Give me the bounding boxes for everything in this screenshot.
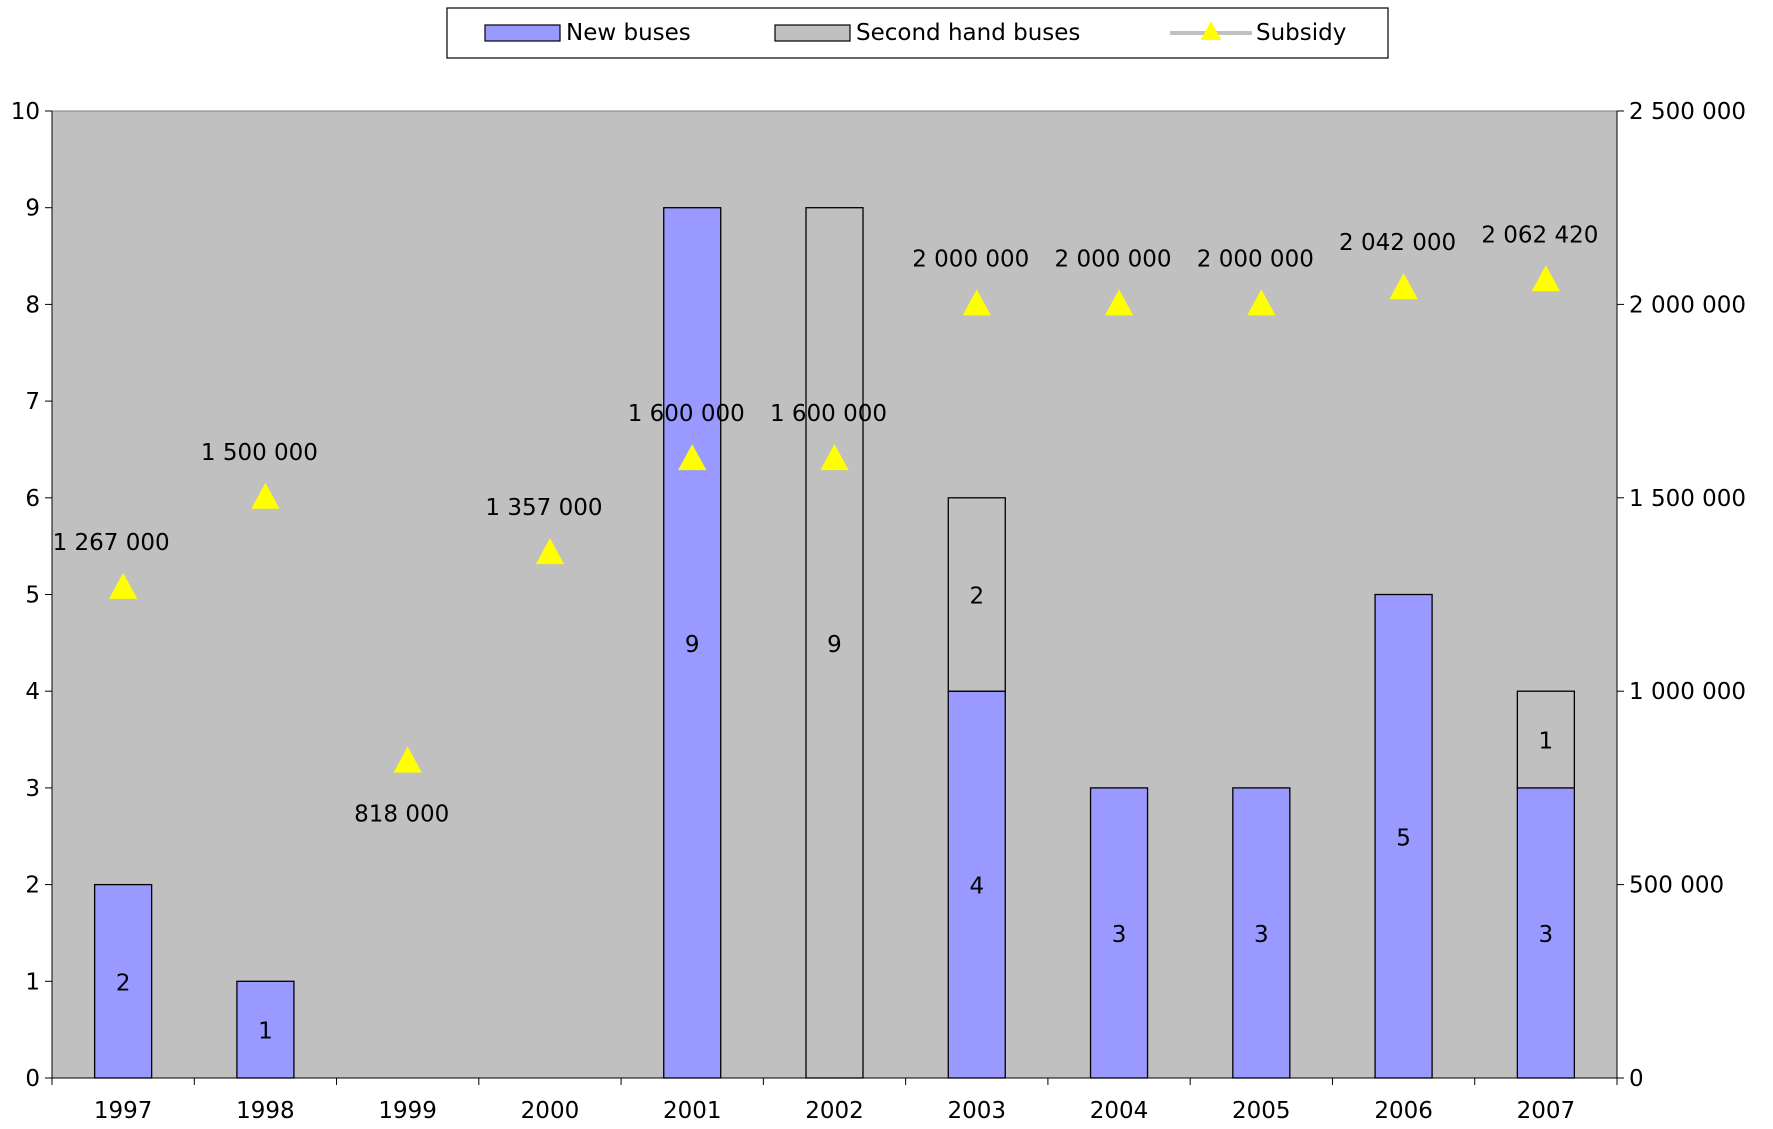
right-axis-tick-label: 1 000 000	[1629, 679, 1746, 705]
bar-second-hand-buses-label: 1	[1539, 729, 1554, 755]
bar-new-buses-label: 3	[1112, 922, 1127, 948]
right-axis-tick-label: 2 000 000	[1629, 292, 1746, 318]
bar-second-hand-buses-label: 2	[969, 584, 984, 610]
subsidy-marker	[1104, 289, 1134, 316]
bar-new-buses	[1089, 787, 1149, 1079]
bar-new-buses	[1374, 593, 1433, 1079]
x-axis-tick-label: 2000	[521, 1098, 580, 1124]
subsidy-label: 818 000	[354, 802, 449, 828]
subsidy-marker	[678, 444, 707, 471]
x-axis-tick-label: 1998	[236, 1098, 295, 1124]
x-axis-tick-label: 2005	[1232, 1098, 1291, 1124]
x-axis-tick-label: 1997	[94, 1098, 153, 1124]
subsidy-marker	[251, 482, 280, 509]
subsidy-marker	[535, 538, 565, 565]
bar-new-buses-label: 5	[1396, 825, 1411, 851]
left-axis-tick-label: 3	[25, 776, 40, 802]
subsidy-label: 1 357 000	[485, 495, 602, 521]
x-axis-tick-label: 2001	[663, 1098, 722, 1124]
right-axis-tick-label: 0	[1629, 1066, 1644, 1092]
right-axis-tick-label: 1 500 000	[1629, 486, 1746, 512]
left-axis-tick-label: 4	[25, 679, 40, 705]
left-axis-tick-label: 10	[11, 99, 40, 125]
subsidy-label: 2 000 000	[1197, 246, 1314, 272]
bar-new-buses	[947, 690, 1006, 1079]
x-axis-tick-label: 2003	[947, 1098, 1006, 1124]
legend-label-second-hand-buses: Second hand buses	[856, 20, 1080, 46]
legend-label-subsidy: Subsidy	[1256, 20, 1346, 46]
subsidy-label: 1 500 000	[201, 440, 318, 466]
x-axis-tick-label: 2006	[1374, 1098, 1433, 1124]
x-axis-tick-label: 1999	[378, 1098, 437, 1124]
right-axis-tick-label: 500 000	[1629, 873, 1724, 899]
bar-second-hand-buses	[1516, 690, 1576, 789]
bar-second-hand-buses	[947, 497, 1006, 692]
left-axis-tick-label: 6	[25, 486, 40, 512]
legend-marker-subsidy	[1200, 20, 1222, 40]
subsidy-label: 2 000 000	[912, 246, 1029, 272]
subsidy-label: 1 600 000	[628, 401, 745, 427]
left-axis-tick-label: 1	[25, 969, 40, 995]
subsidy-marker	[1531, 265, 1561, 292]
bar-new-buses-label: 4	[969, 874, 984, 900]
bar-new-buses-label: 9	[685, 632, 700, 658]
bar-new-buses	[663, 207, 722, 1079]
subsidy-marker	[393, 746, 422, 773]
subsidy-marker	[820, 444, 849, 471]
legend: New buses Second hand buses Subsidy	[446, 7, 1389, 59]
x-axis-tick-label: 2002	[805, 1098, 864, 1124]
bar-new-buses	[1232, 787, 1291, 1079]
legend-swatch-second-hand-buses	[774, 24, 851, 42]
bar-new-buses-label: 2	[116, 970, 131, 996]
subsidy-marker	[1389, 273, 1418, 300]
left-axis-tick-label: 5	[25, 583, 40, 609]
bar-new-buses	[93, 883, 153, 1079]
x-axis-tick-label: 2004	[1090, 1098, 1149, 1124]
subsidy-marker	[1247, 289, 1276, 316]
x-axis-tick-label: 2007	[1517, 1098, 1576, 1124]
right-axis-tick-label: 2 500 000	[1629, 99, 1746, 125]
subsidy-marker	[962, 289, 991, 316]
bar-second-hand-buses-label: 9	[827, 632, 842, 658]
subsidy-marker	[108, 572, 138, 599]
bar-new-buses	[1516, 787, 1576, 1079]
bar-new-buses-label: 3	[1254, 922, 1269, 948]
left-axis-tick-label: 0	[25, 1066, 40, 1092]
bar-second-hand-buses	[805, 207, 864, 1079]
bar-new-buses	[236, 980, 295, 1079]
left-axis-tick-label: 9	[25, 196, 40, 222]
legend-swatch-new-buses	[484, 24, 561, 42]
subsidy-label: 2 062 420	[1481, 222, 1598, 248]
legend-label-new-buses: New buses	[566, 20, 691, 46]
plot-area: 0 1 2 3 4 5 6 7 8 9 10 0 500 000 1 000 000 1 500 000 2 …	[11, 99, 1746, 1124]
subsidy-label: 2 000 000	[1055, 246, 1172, 272]
left-axis-tick-label: 7	[25, 389, 40, 415]
left-axis-tick-label: 2	[25, 873, 40, 899]
subsidy-label: 1 267 000	[53, 530, 170, 556]
subsidy-label: 2 042 000	[1339, 230, 1456, 256]
left-axis-tick-label: 8	[25, 292, 40, 318]
bar-new-buses-label: 1	[258, 1019, 273, 1045]
bar-new-buses-label: 3	[1539, 922, 1554, 948]
subsidy-label: 1 600 000	[770, 401, 887, 427]
